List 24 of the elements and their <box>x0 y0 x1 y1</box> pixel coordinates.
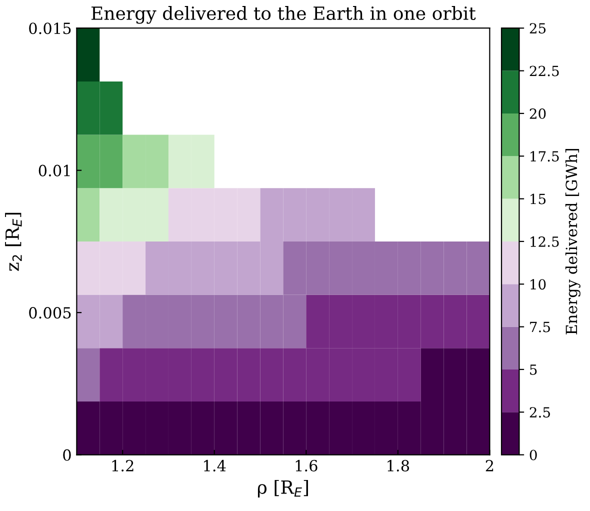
x-axis-title: ρ [R$_{E}$] <box>258 480 308 498</box>
y-tick-label: 0.01 <box>38 164 70 176</box>
color-bar-label: 22.5 <box>530 66 559 76</box>
x-tick-label: 1.2 <box>112 460 134 472</box>
y-tick-label: 0 <box>63 449 71 461</box>
color-bar-title: Energy delivered [GWh] <box>565 149 580 334</box>
color-bar-label: 10 <box>530 279 546 290</box>
color-bar-label: 25 <box>530 23 546 34</box>
color-bar-label: 2.5 <box>530 407 550 418</box>
x-tick-label: 2 <box>486 460 494 472</box>
x-tick-label: 1.6 <box>296 460 318 472</box>
x-tick-label: 1.8 <box>388 460 410 472</box>
color-bar-label: 0 <box>530 450 537 460</box>
color-bar-label: 15 <box>530 194 546 204</box>
y-tick-label: 0.005 <box>29 307 71 319</box>
y-tick-label: 0.015 <box>29 22 71 34</box>
y-axis-title: z$_{2}$ [R$_{E}$] <box>5 212 22 271</box>
chart-title: Energy delivered to the Earth in one orbit <box>91 6 476 24</box>
color-bar-label: 12.5 <box>530 236 559 247</box>
color-bar-label: 5 <box>530 364 537 375</box>
color-bar-label: 7.5 <box>530 322 550 332</box>
color-bar-label: 20 <box>530 108 546 119</box>
x-tick-label: 1.4 <box>204 460 226 472</box>
color-bar-label: 17.5 <box>530 151 559 162</box>
